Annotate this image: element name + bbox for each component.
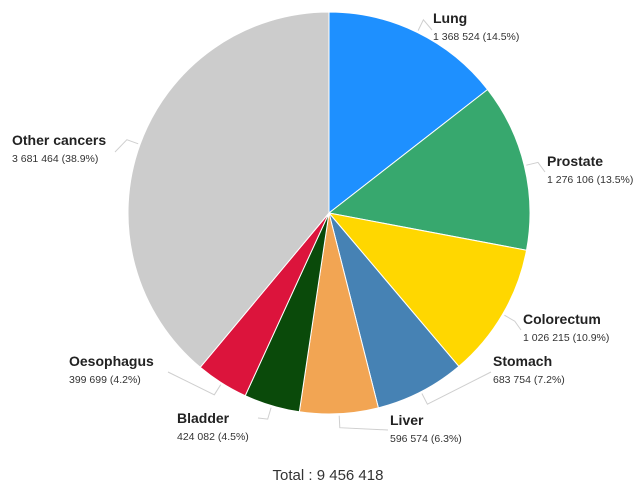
label-bladder: Bladder 424 082 (4.5%) bbox=[177, 410, 249, 443]
pie-slice-prostate bbox=[327, 88, 531, 251]
label-liver: Liver 596 574 (6.3%) bbox=[390, 412, 462, 445]
leader-line-lung bbox=[417, 18, 433, 31]
leader-line-liver bbox=[338, 415, 389, 431]
label-other-cancers-value: 3 681 464 (38.9%) bbox=[12, 153, 98, 165]
label-other-cancers-name: Other cancers bbox=[12, 132, 106, 148]
label-colorectum-name: Colorectum bbox=[523, 311, 601, 327]
label-other-cancers: Other cancers 3 681 464 (38.9%) bbox=[12, 132, 106, 165]
pie-slice-other-cancers bbox=[127, 11, 330, 369]
label-stomach-name: Stomach bbox=[493, 353, 552, 369]
label-bladder-value: 424 082 (4.5%) bbox=[177, 431, 249, 443]
total-label: Total : 9 456 418 bbox=[273, 467, 384, 484]
leader-line-prostate bbox=[526, 161, 546, 173]
label-prostate-value: 1 276 106 (13.5%) bbox=[547, 174, 633, 186]
pie-slice-colorectum bbox=[327, 212, 528, 368]
pie-slice-lung bbox=[328, 11, 489, 215]
label-prostate: Prostate 1 276 106 (13.5%) bbox=[547, 153, 633, 186]
label-oesophagus: Oesophagus 399 699 (4.2%) bbox=[69, 353, 154, 386]
leader-line-oesophagus bbox=[167, 371, 222, 396]
label-colorectum-value: 1 026 215 (10.9%) bbox=[523, 332, 609, 344]
label-colorectum: Colorectum 1 026 215 (10.9%) bbox=[523, 311, 609, 344]
label-liver-name: Liver bbox=[390, 412, 424, 428]
label-lung-name: Lung bbox=[433, 10, 467, 26]
leader-line-stomach bbox=[421, 371, 492, 405]
label-liver-value: 596 574 (6.3%) bbox=[390, 433, 462, 445]
label-oesophagus-value: 399 699 (4.2%) bbox=[69, 374, 141, 386]
leader-line-other-cancers bbox=[114, 139, 139, 153]
label-stomach: Stomach 683 754 (7.2%) bbox=[493, 353, 565, 386]
label-lung: Lung 1 368 524 (14.5%) bbox=[433, 10, 519, 43]
label-bladder-name: Bladder bbox=[177, 410, 230, 426]
leader-line-bladder bbox=[257, 407, 272, 420]
pie-slices bbox=[127, 11, 531, 415]
label-stomach-value: 683 754 (7.2%) bbox=[493, 374, 565, 386]
label-oesophagus-name: Oesophagus bbox=[69, 353, 154, 369]
label-lung-value: 1 368 524 (14.5%) bbox=[433, 31, 519, 43]
label-prostate-name: Prostate bbox=[547, 153, 603, 169]
leader-lines bbox=[114, 18, 546, 431]
leader-line-colorectum bbox=[504, 314, 522, 331]
